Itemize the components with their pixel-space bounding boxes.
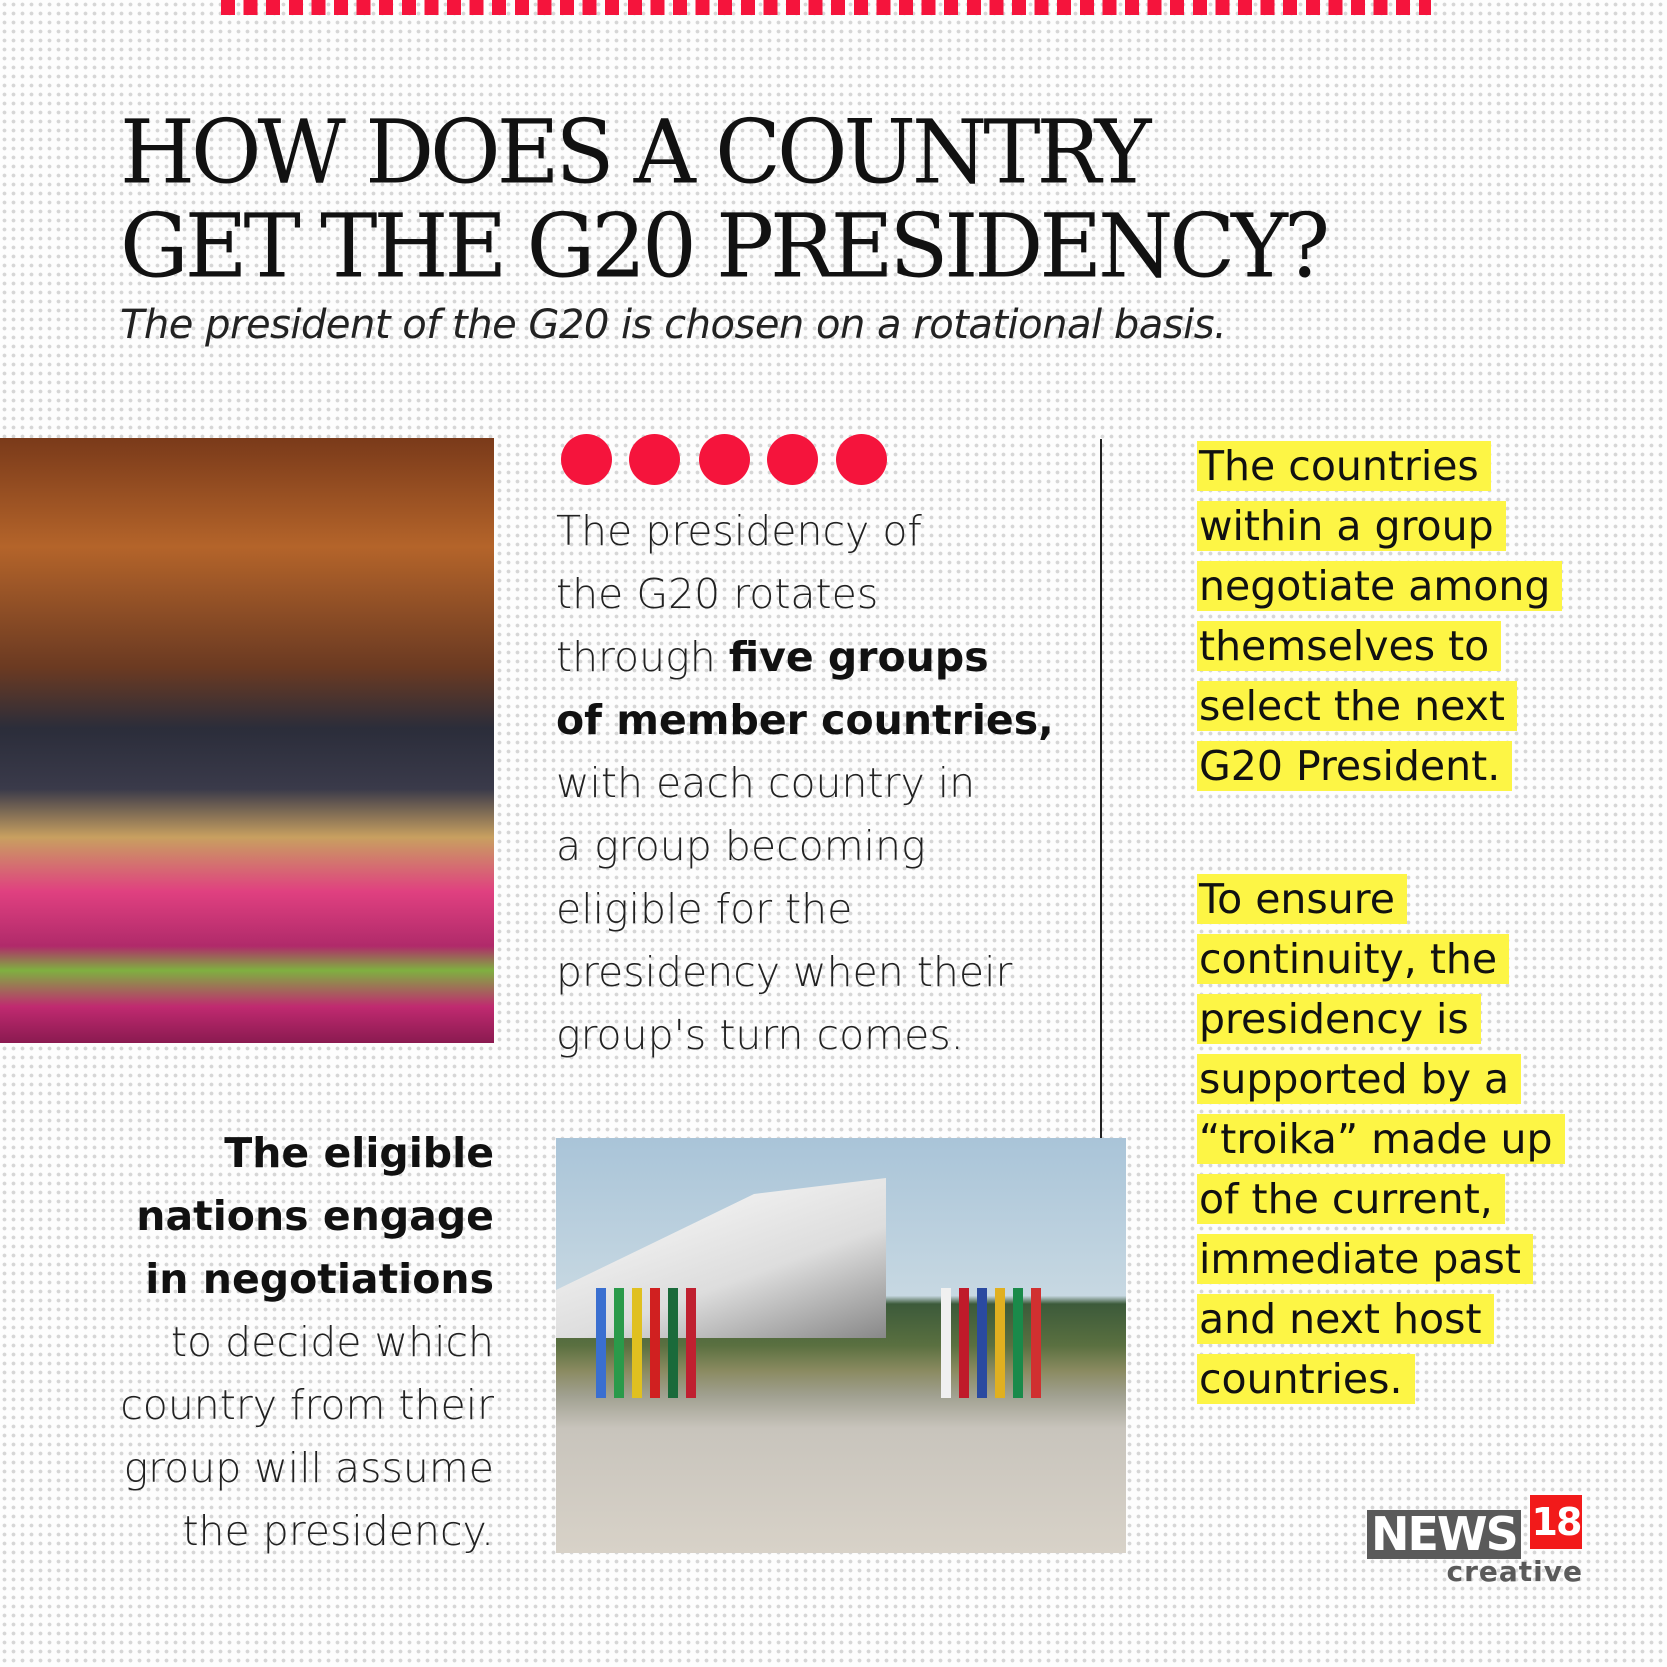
text-line: the G20 rotates bbox=[556, 570, 879, 618]
negotiation-highlight-block: The countries within a group negotiate a… bbox=[1197, 438, 1563, 798]
flag bbox=[959, 1288, 969, 1398]
highlight-line: To ensure bbox=[1197, 874, 1407, 924]
title-line: GET THE G20 PRESIDENCY? bbox=[120, 195, 1330, 298]
highlight-line: within a group bbox=[1197, 501, 1506, 551]
text-line: group's turn comes. bbox=[556, 1011, 964, 1059]
flag bbox=[686, 1288, 696, 1398]
red-dot bbox=[629, 434, 680, 485]
red-dot bbox=[699, 434, 750, 485]
rotation-paragraph: The presidency of the G20 rotates throug… bbox=[556, 500, 1056, 1067]
top-dashed-border bbox=[221, 0, 1431, 15]
flag bbox=[1013, 1288, 1023, 1398]
highlight-line: of the current, bbox=[1197, 1174, 1505, 1224]
bold-text: in negotiations bbox=[145, 1255, 494, 1303]
flag bbox=[1031, 1288, 1041, 1398]
red-dot bbox=[836, 434, 887, 485]
bold-text: The eligible bbox=[224, 1129, 494, 1177]
text-line: through five groups bbox=[556, 626, 1056, 689]
logo-news: NEWS bbox=[1367, 1510, 1521, 1559]
flag bbox=[668, 1288, 678, 1398]
highlight-line: and next host bbox=[1197, 1294, 1494, 1344]
highlight-line: immediate past bbox=[1197, 1234, 1533, 1284]
highlight-line: supported by a bbox=[1197, 1054, 1522, 1104]
g20-meeting-photo bbox=[0, 438, 494, 1043]
title-line: HOW DOES A COUNTRY bbox=[120, 102, 1151, 205]
divider bbox=[1100, 439, 1102, 1138]
highlight-line: continuity, the bbox=[1197, 934, 1510, 984]
eligible-nations-paragraph: The eligible nations engage in negotiati… bbox=[14, 1122, 494, 1563]
text-line: with each country in bbox=[556, 759, 976, 807]
page-title: HOW DOES A COUNTRY GET THE G20 PRESIDENC… bbox=[120, 102, 1330, 298]
text-line: The presidency of bbox=[556, 507, 922, 555]
text-line: country from their bbox=[120, 1381, 494, 1429]
text-line: of member countries, bbox=[556, 689, 1056, 752]
red-dot bbox=[767, 434, 818, 485]
bold-text: five groups bbox=[728, 633, 989, 681]
flag bbox=[650, 1288, 660, 1398]
flag bbox=[941, 1288, 951, 1398]
logo-18: 18 bbox=[1530, 1495, 1582, 1549]
text-line: to decide which bbox=[170, 1318, 494, 1366]
highlight-line: select the next bbox=[1197, 681, 1517, 731]
highlight-line: countries. bbox=[1197, 1354, 1415, 1404]
flag bbox=[596, 1288, 606, 1398]
text-line: presidency when their bbox=[556, 948, 1013, 996]
text-line: a group becoming bbox=[556, 822, 926, 870]
highlight-line: The countries bbox=[1197, 441, 1491, 491]
text-line: group will assume bbox=[123, 1444, 494, 1492]
highlight-line: G20 President. bbox=[1197, 741, 1513, 791]
flag bbox=[977, 1288, 987, 1398]
logo-creative: creative bbox=[1446, 1555, 1583, 1588]
bold-text: of member countries, bbox=[556, 696, 1054, 744]
text-line: the presidency. bbox=[182, 1507, 494, 1555]
highlight-line: “troika” made up bbox=[1197, 1114, 1565, 1164]
flag bbox=[995, 1288, 1005, 1398]
troika-highlight-block: To ensure continuity, the presidency is … bbox=[1197, 871, 1565, 1411]
highlight-line: themselves to bbox=[1197, 621, 1502, 671]
flag bbox=[614, 1288, 624, 1398]
flag bbox=[632, 1288, 642, 1398]
red-dot bbox=[561, 434, 612, 485]
news18-creative-logo: NEWS 18 creative bbox=[1367, 1495, 1587, 1590]
subtitle: The president of the G20 is chosen on a … bbox=[120, 302, 1227, 348]
bold-text: nations engage bbox=[136, 1192, 494, 1240]
highlight-line: negotiate among bbox=[1197, 561, 1563, 611]
highlight-line: presidency is bbox=[1197, 994, 1481, 1044]
text-line: eligible for the bbox=[556, 885, 853, 933]
airport-flags-photo bbox=[556, 1138, 1126, 1553]
text: through bbox=[556, 633, 729, 681]
